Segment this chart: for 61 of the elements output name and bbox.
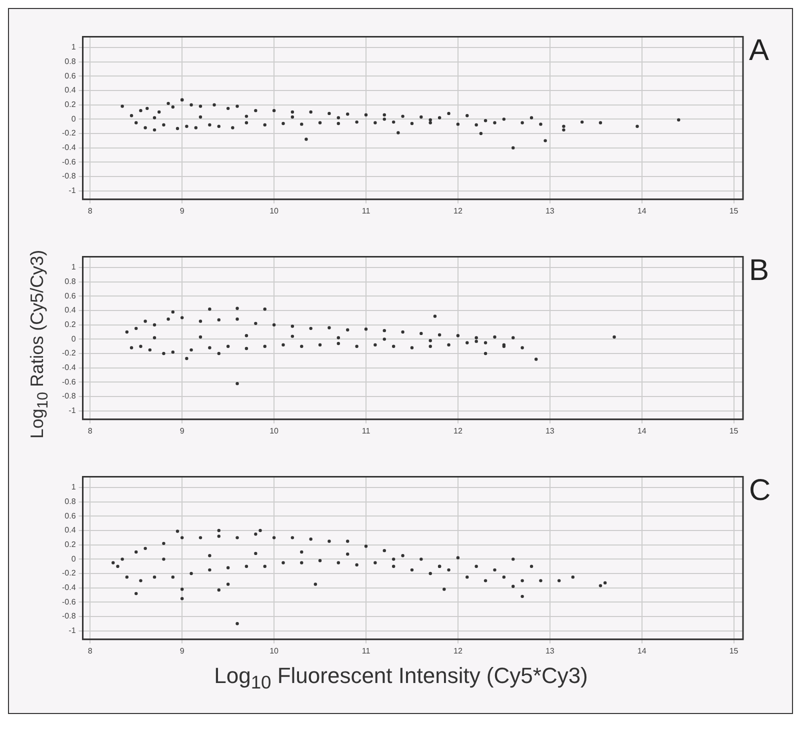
x-tick-label: 10: [270, 206, 280, 216]
x-tick-label: 10: [270, 646, 280, 656]
x-tick-label: 14: [637, 206, 647, 216]
y-tick-label: -0.6: [62, 157, 76, 166]
y-tick-label: -0.8: [62, 392, 76, 401]
y-tick-label: 0.2: [64, 540, 76, 550]
x-tick-label: 15: [729, 426, 739, 436]
chart-title: B: [749, 254, 770, 288]
y-tick-label: 1: [71, 482, 76, 492]
y-tick-label: -0.4: [62, 363, 76, 372]
x-tick-label: 8: [88, 206, 93, 216]
y-tick-label: 0.8: [64, 497, 76, 506]
y-tick-label: 0.6: [64, 511, 76, 520]
x-tick-label: 14: [637, 646, 647, 656]
x-tick-label: 10: [270, 426, 280, 436]
y-tick-label: 0.4: [64, 526, 76, 535]
y-tick-label: -0.2: [62, 348, 76, 358]
y-tick-label: 0.2: [64, 100, 76, 110]
x-tick-label: 13: [545, 206, 555, 216]
x-tick-label: 8: [88, 426, 93, 436]
y-tick-label: 1: [71, 262, 76, 272]
y-tick-label: -0.2: [62, 128, 76, 138]
y-tick-label: 0.8: [64, 57, 76, 66]
y-tick-label: -1: [68, 406, 76, 416]
y-tick-label: -0.8: [62, 172, 76, 181]
x-tick-label: 13: [545, 646, 555, 656]
y-tick-label: 0.4: [64, 306, 76, 315]
x-axis-title: Log$_{10}$ Fluorescent Intensity (Cy5*Cy3): [213, 663, 589, 694]
y-tick-label: 0.6: [64, 71, 76, 80]
x-tick-label: 9: [180, 646, 185, 656]
x-tick-label: 12: [453, 426, 463, 436]
y-tick-label: -0.2: [62, 568, 76, 578]
x-tick-label: 11: [362, 426, 371, 436]
chart-title: A: [749, 34, 770, 68]
y-tick-label: -0.6: [62, 377, 76, 386]
y-tick-label: 0.8: [64, 277, 76, 286]
y-tick-label: 0.6: [64, 291, 76, 300]
y-tick-label: -0.4: [62, 143, 76, 152]
x-tick-label: 11: [362, 206, 371, 216]
y-tick-label: -1: [68, 186, 76, 196]
y-tick-label: -0.8: [62, 612, 76, 621]
y-tick-label: 0: [71, 334, 76, 344]
y-tick-label: -0.6: [62, 597, 76, 606]
x-tick-label: 9: [180, 426, 185, 436]
x-tick-label: 11: [362, 646, 371, 656]
y-tick-label: -1: [68, 626, 76, 636]
x-tick-label: 15: [729, 206, 739, 216]
x-tick-label: 13: [545, 426, 555, 436]
y-tick-label: -0.4: [62, 583, 76, 592]
chart-title: C: [749, 474, 771, 508]
y-tick-label: 0.4: [64, 86, 76, 95]
y-tick-label: 0: [71, 114, 76, 124]
x-tick-label: 12: [453, 206, 463, 216]
x-tick-label: 8: [88, 646, 93, 656]
x-tick-label: 9: [180, 206, 185, 216]
x-tick-label: 14: [637, 426, 647, 436]
y-tick-label: 0: [71, 554, 76, 564]
y-tick-label: 1: [71, 42, 76, 52]
x-tick-label: 12: [453, 646, 463, 656]
x-tick-label: 15: [729, 646, 739, 656]
y-tick-label: 0.2: [64, 320, 76, 330]
